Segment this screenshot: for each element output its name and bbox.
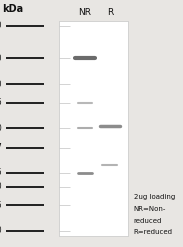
Text: NR: NR xyxy=(79,8,92,17)
Text: 25: 25 xyxy=(0,168,2,177)
Text: NR=Non-: NR=Non- xyxy=(134,206,166,212)
Text: 37: 37 xyxy=(0,143,2,152)
Bar xyxy=(59,21,128,236)
Text: 150: 150 xyxy=(0,54,2,63)
Text: R=reduced: R=reduced xyxy=(134,229,173,235)
Text: 20: 20 xyxy=(0,182,2,191)
Text: R: R xyxy=(107,8,113,17)
Text: 100: 100 xyxy=(0,80,2,89)
Text: reduced: reduced xyxy=(134,218,162,224)
Text: kDa: kDa xyxy=(2,4,23,14)
Text: 75: 75 xyxy=(0,98,2,107)
Text: 2ug loading: 2ug loading xyxy=(134,194,175,200)
Text: 10: 10 xyxy=(0,226,2,235)
Text: 50: 50 xyxy=(0,124,2,133)
Text: 250: 250 xyxy=(0,21,2,30)
Text: 15: 15 xyxy=(0,201,2,210)
